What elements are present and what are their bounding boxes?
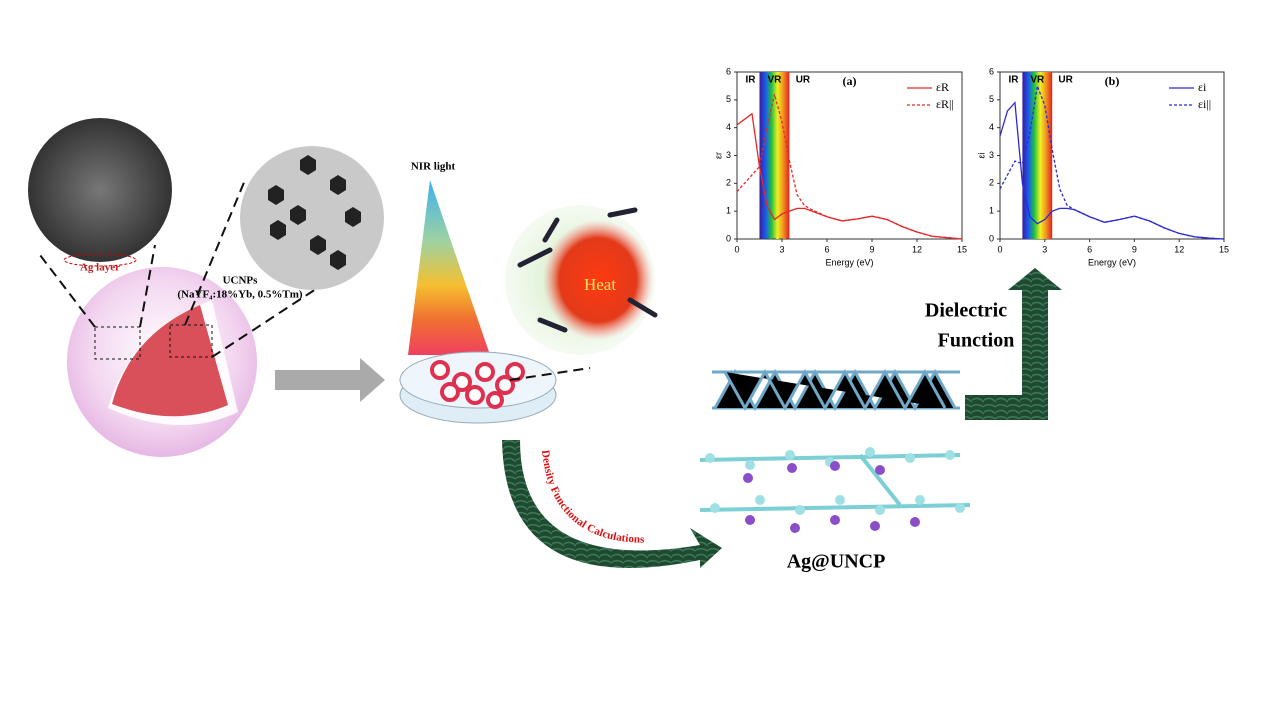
y-axis-label: εi xyxy=(976,152,986,158)
y-tick-label: 0 xyxy=(726,233,731,243)
x-tick-label: 12 xyxy=(912,244,922,254)
band-label: IR xyxy=(746,75,757,86)
spectrum-band xyxy=(1022,72,1053,239)
x-tick-label: 9 xyxy=(869,244,874,254)
heat-label: Heat xyxy=(584,275,616,294)
ag-label: Ag layer xyxy=(80,262,120,274)
y-tick-label: 6 xyxy=(726,66,731,76)
legend-label: εR|| xyxy=(936,97,954,111)
sphere xyxy=(39,179,369,457)
chart-title: (b) xyxy=(1105,74,1120,88)
chart-title: (a) xyxy=(843,74,857,88)
x-tick-label: 15 xyxy=(957,244,967,254)
ucnps-formula: (NaYF₄:18%Yb, 0.5%Tm) xyxy=(177,289,303,301)
atoms xyxy=(699,447,971,533)
x-tick-label: 0 xyxy=(997,244,1002,254)
x-tick-label: 0 xyxy=(734,244,739,254)
band-label: IR xyxy=(1008,75,1019,86)
y-tick-label: 3 xyxy=(726,150,731,160)
x-tick-label: 9 xyxy=(1132,244,1137,254)
y-tick-label: 2 xyxy=(989,178,994,188)
dielectric-label: Dielectric xyxy=(925,300,1007,322)
legend-label: εR xyxy=(936,80,949,94)
x-axis-label: Energy (eV) xyxy=(1088,257,1136,267)
y-tick-label: 5 xyxy=(726,94,731,104)
y-tick-label: 2 xyxy=(726,178,731,188)
nir-label: NIR light xyxy=(411,161,456,173)
petri-dish xyxy=(399,351,591,424)
tem-images xyxy=(28,118,384,290)
y-tick-label: 3 xyxy=(989,150,994,160)
x-tick-label: 6 xyxy=(824,244,829,254)
series-line xyxy=(736,94,963,240)
y-tick-label: 4 xyxy=(989,122,994,132)
dielectric-label: Function xyxy=(938,330,1015,352)
y-axis-label: εr xyxy=(713,152,723,159)
x-tick-label: 6 xyxy=(1087,244,1092,254)
light-cone xyxy=(408,180,490,355)
x-tick-label: 12 xyxy=(1174,244,1184,254)
y-tick-label: 6 xyxy=(989,66,994,76)
heat-image xyxy=(505,205,658,355)
gray-arrow xyxy=(275,358,385,402)
spectrum-band xyxy=(759,72,790,239)
legend-label: εi|| xyxy=(1198,97,1211,111)
x-tick-label: 3 xyxy=(779,244,784,254)
lattice xyxy=(712,368,960,412)
band-label: VR xyxy=(768,75,783,86)
y-tick-label: 5 xyxy=(989,94,994,104)
l-arrow xyxy=(965,268,1062,420)
y-tick-label: 1 xyxy=(726,206,731,216)
y-tick-label: 0 xyxy=(989,233,994,243)
band-label: UR xyxy=(1058,75,1073,86)
band-label: VR xyxy=(1030,75,1045,86)
y-tick-label: 1 xyxy=(989,206,994,216)
x-tick-label: 15 xyxy=(1219,244,1229,254)
band-label: UR xyxy=(796,75,811,86)
x-tick-label: 3 xyxy=(1042,244,1047,254)
product-label: Ag@UNCP xyxy=(787,551,886,573)
dft-arrow xyxy=(502,440,722,568)
y-tick-label: 4 xyxy=(726,122,731,132)
series-line xyxy=(999,83,1225,240)
x-axis-label: Energy (eV) xyxy=(825,257,873,267)
legend-label: εi xyxy=(1198,80,1207,94)
ucnps-label: UCNPs xyxy=(223,275,259,287)
